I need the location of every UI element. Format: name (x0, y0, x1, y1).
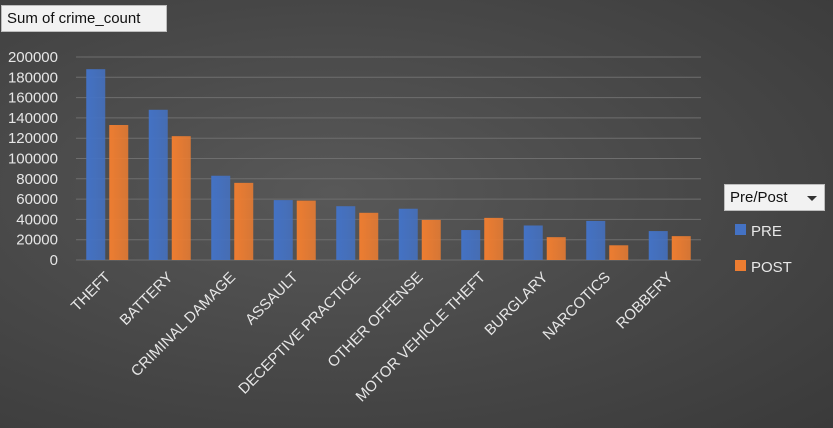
x-tick-label-robbery: ROBBERY (613, 269, 677, 333)
legend-item-pre: PRE (735, 223, 782, 241)
x-tick-label-battery: BATTERY (117, 269, 177, 329)
y-tick-label: 80000 (16, 171, 58, 188)
bar-pre-burglary (523, 225, 543, 260)
legend-swatch-pre (735, 224, 746, 235)
x-tick-label-criminal-damage: CRIMINAL DAMAGE (128, 269, 239, 380)
x-tick-label-deceptive-practice: DECEPTIVE PRACTICE (235, 269, 364, 398)
legend-swatch-post (735, 260, 746, 271)
bar-post-assault (296, 200, 316, 260)
field-button-sum-crime-count[interactable]: Sum of crime_count (1, 5, 167, 32)
x-tick-label-motor-vehicle-theft: MOTOR VEHICLE THEFT (353, 269, 490, 406)
x-tick-label-assault: ASSAULT (242, 269, 302, 329)
bar-post-motor-vehicle-theft (484, 217, 504, 260)
bar-post-battery (171, 136, 191, 260)
x-tick-label-theft: THEFT (68, 269, 114, 315)
y-tick-label: 100000 (8, 151, 58, 168)
x-tick-label-narcotics: NARCOTICS (540, 269, 614, 343)
chevron-down-icon (807, 196, 817, 201)
y-tick-label: 60000 (16, 191, 58, 208)
field-button-label: Sum of crime_count (7, 10, 141, 27)
bar-pre-narcotics (586, 220, 606, 260)
bar-pre-motor-vehicle-theft (461, 230, 481, 260)
y-tick-label: 140000 (8, 110, 58, 127)
bar-pre-theft (86, 69, 106, 261)
legend-label-pre: PRE (751, 223, 782, 240)
bar-post-robbery (671, 236, 691, 260)
y-tick-label: 120000 (8, 130, 58, 147)
legend-filter-label: Pre/Post (730, 189, 788, 206)
bar-post-criminal-damage (234, 182, 254, 260)
legend-label-post: POST (751, 259, 792, 276)
bar-pre-robbery (648, 231, 668, 260)
y-tick-label: 0 (50, 252, 58, 269)
bar-post-deceptive-practice (359, 212, 379, 260)
y-tick-label: 200000 (8, 49, 58, 66)
bar-post-burglary (546, 237, 566, 260)
y-tick-label: 160000 (8, 90, 58, 107)
bar-pre-other-offense (398, 208, 418, 260)
bar-pre-battery (148, 109, 168, 260)
bar-post-theft (109, 125, 129, 260)
y-tick-label: 40000 (16, 211, 58, 228)
legend-filter-dropdown[interactable]: Pre/Post (724, 184, 825, 211)
bar-pre-criminal-damage (211, 175, 231, 260)
y-tick-label: 180000 (8, 69, 58, 86)
legend-item-post: POST (735, 259, 792, 277)
y-tick-label: 20000 (16, 232, 58, 249)
bar-post-other-offense (421, 219, 441, 260)
bar-post-narcotics (609, 245, 629, 260)
bar-pre-assault (273, 200, 293, 260)
bar-pre-deceptive-practice (336, 206, 356, 260)
